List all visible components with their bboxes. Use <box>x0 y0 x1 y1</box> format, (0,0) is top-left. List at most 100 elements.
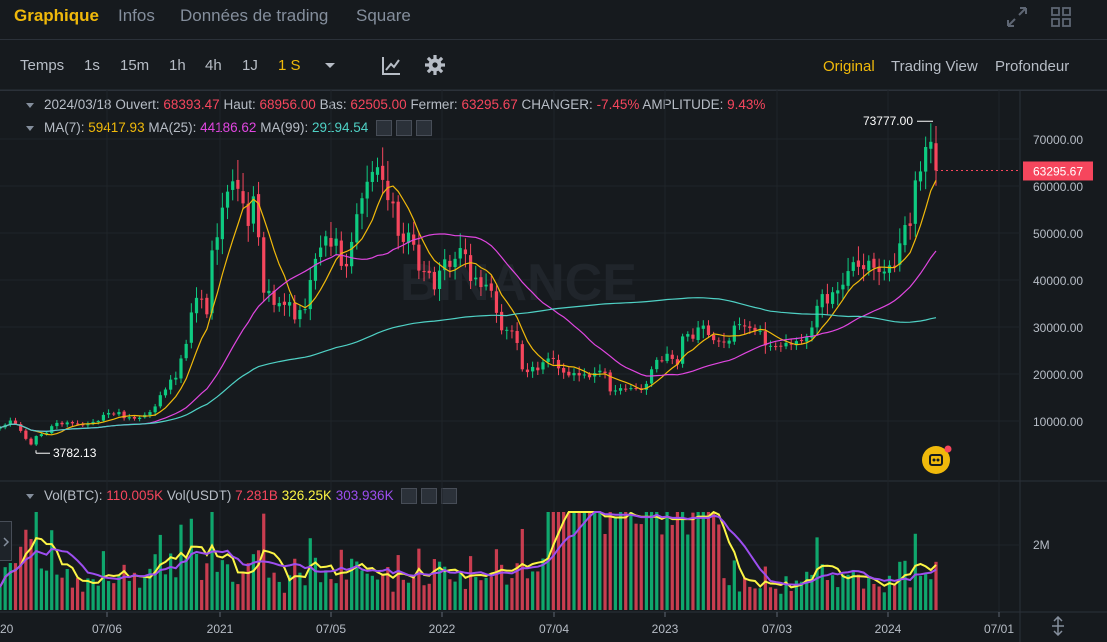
tab-graphique[interactable]: Graphique <box>14 6 100 25</box>
ma7-value: 59417.93 <box>88 120 145 135</box>
volume-bar <box>536 571 540 610</box>
candle-body <box>236 179 240 189</box>
ma25-label: MA(25): <box>148 120 197 135</box>
timeframe-1-week[interactable]: 1 S <box>278 57 301 74</box>
candle-body <box>386 180 390 201</box>
volume-bar <box>484 577 488 610</box>
eye-icon[interactable] <box>376 120 393 137</box>
tab-infos[interactable]: Infos <box>118 6 155 25</box>
candle-body <box>169 379 173 390</box>
ohlc-date: 2024/03/18 <box>44 97 112 112</box>
candle-body <box>556 359 561 369</box>
ma99-line <box>0 297 937 433</box>
candle-body <box>861 265 866 270</box>
candle-body <box>825 294 830 304</box>
grid-layout-icon[interactable] <box>1050 6 1072 28</box>
ma7-label: MA(7): <box>44 120 85 135</box>
volume-bar <box>531 571 535 610</box>
candle-body <box>422 271 426 273</box>
candle-body <box>282 301 287 305</box>
candle-body <box>122 411 126 419</box>
candle-body <box>132 416 137 419</box>
view-trading-view[interactable]: Trading View <box>891 58 978 75</box>
volume-bar <box>91 579 95 610</box>
candle-body <box>329 237 333 247</box>
candle-body <box>355 214 359 243</box>
indicator-icon[interactable] <box>380 55 402 77</box>
candle-body <box>448 260 452 267</box>
candle-body <box>763 331 767 346</box>
tab-square[interactable]: Square <box>356 6 411 25</box>
time-tick-label: 07/03 <box>762 622 792 636</box>
volume-bar <box>924 573 928 610</box>
volume-ma-short-line <box>0 510 937 589</box>
candle-body <box>851 262 855 271</box>
side-panel-toggle[interactable] <box>0 521 12 561</box>
volume-bar <box>551 512 555 610</box>
expand-icon[interactable] <box>1006 6 1028 28</box>
volume-bar <box>474 577 478 610</box>
candle-body <box>396 201 400 236</box>
candle-body <box>303 309 307 311</box>
volume-bar <box>96 585 100 610</box>
collapse-caret-icon[interactable] <box>26 493 34 499</box>
candle-body <box>887 265 892 273</box>
candle-body <box>572 373 576 376</box>
volume-bar <box>727 585 731 610</box>
candle-body <box>494 291 499 313</box>
settings-gear-icon[interactable] <box>424 54 446 76</box>
collapse-caret-icon[interactable] <box>26 102 34 108</box>
candle-body <box>748 326 752 328</box>
candle-body <box>60 422 64 425</box>
candle-body <box>784 342 788 347</box>
timeframe-1s[interactable]: 1s <box>84 57 100 74</box>
close-icon[interactable] <box>416 120 433 137</box>
settings-small-icon[interactable] <box>421 488 438 505</box>
candle-body <box>717 340 721 342</box>
volume-bar <box>649 512 654 610</box>
volume-bar <box>44 570 49 610</box>
volume-bar <box>215 571 219 610</box>
settings-small-icon[interactable] <box>396 120 413 137</box>
view-original[interactable]: Original <box>823 58 875 75</box>
volume-legend: Vol(BTC): 110.005K Vol(USDT) 7.281B 326.… <box>26 488 458 505</box>
candle-body <box>608 372 612 392</box>
candle-body <box>138 417 142 419</box>
volume-bar <box>24 529 28 610</box>
volume-bar <box>267 577 271 610</box>
price-tick-label: 20000.00 <box>1033 368 1083 382</box>
volume-bar <box>3 567 7 610</box>
view-profondeur[interactable]: Profondeur <box>995 58 1070 75</box>
candle-body <box>779 345 783 347</box>
tab-donnees-de-trading[interactable]: Données de trading <box>180 6 329 25</box>
volume-bar <box>670 524 674 610</box>
volume-bar <box>381 574 385 610</box>
timeframe-label: Temps <box>20 57 65 74</box>
volume-bar <box>298 572 302 610</box>
volume-bar <box>717 524 721 610</box>
eye-icon[interactable] <box>401 488 418 505</box>
time-tick-label: 2022 <box>429 622 456 636</box>
collapse-caret-icon[interactable] <box>26 125 34 131</box>
last-price-badge <box>1023 161 1093 181</box>
time-tick-label: 07/05 <box>316 622 346 636</box>
assistant-bot-icon[interactable] <box>921 444 953 476</box>
timeframe-15m[interactable]: 15m <box>120 57 150 74</box>
timeframe-1h[interactable]: 1h <box>169 57 186 74</box>
volume-bar <box>350 558 354 610</box>
volume-bar <box>251 554 255 610</box>
vol-btc-label: Vol(BTC): <box>44 488 103 503</box>
timeframe-dropdown-icon[interactable] <box>324 62 336 70</box>
axis-scale-icon[interactable] <box>1050 616 1066 636</box>
candle-body <box>758 330 762 332</box>
timeframe-1j[interactable]: 1J <box>242 57 258 74</box>
volume-bar <box>830 575 835 610</box>
vol-usdt-value: 7.281B <box>235 488 278 503</box>
volume-bar <box>639 524 643 610</box>
candle-body <box>789 343 793 345</box>
candle-body <box>510 330 514 332</box>
candle-body <box>443 259 447 271</box>
timeframe-4h[interactable]: 4h <box>205 57 222 74</box>
volume-bar <box>815 537 819 610</box>
